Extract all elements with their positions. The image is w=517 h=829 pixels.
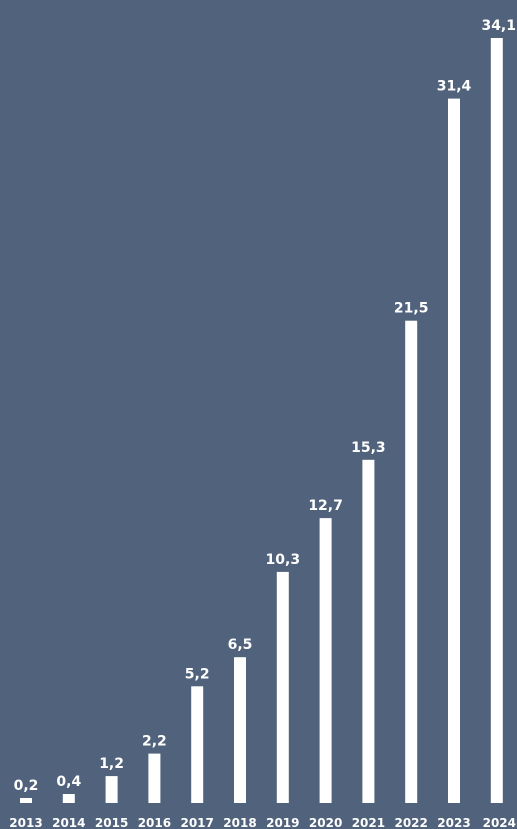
year-label-2019: 2019 [266, 816, 299, 829]
bar-2016 [148, 753, 161, 803]
value-label-2023: 31,4 [437, 79, 472, 95]
value-label-2021: 15,3 [351, 440, 386, 456]
value-label-2017: 5,2 [185, 666, 210, 682]
value-label-2022: 21,5 [394, 301, 429, 317]
value-label-2013: 0,2 [14, 778, 39, 794]
value-label-2014: 0,4 [56, 774, 81, 790]
year-label-2023: 2023 [437, 816, 470, 829]
bar-2014 [62, 794, 75, 803]
bar-2019 [276, 571, 289, 803]
bar-2015 [105, 776, 118, 803]
year-label-2014: 2014 [52, 816, 85, 829]
year-label-2016: 2016 [138, 816, 171, 829]
value-label-2018: 6,5 [228, 637, 253, 653]
year-label-2022: 2022 [394, 816, 427, 829]
bar-2013 [20, 798, 32, 803]
year-label-2018: 2018 [223, 816, 256, 829]
value-label-2020: 12,7 [308, 498, 343, 514]
year-label-2015: 2015 [95, 816, 128, 829]
value-label-2019: 10,3 [266, 552, 301, 568]
value-label-2016: 2,2 [142, 734, 167, 750]
year-label-2013: 2013 [9, 816, 42, 829]
year-label-2020: 2020 [309, 816, 342, 829]
bar-2018 [234, 657, 246, 803]
bar-2023 [448, 98, 460, 804]
bar-2017 [191, 686, 204, 803]
bar-2022 [405, 320, 418, 803]
year-label-2017: 2017 [180, 816, 213, 829]
value-label-2024: 34,1 [481, 18, 516, 34]
bar-2020 [319, 518, 332, 803]
value-label-2015: 1,2 [99, 756, 124, 772]
year-label-2024: 2024 [483, 816, 516, 829]
year-label-2021: 2021 [352, 816, 385, 829]
bar-2021 [362, 459, 375, 803]
bar-2024 [490, 38, 503, 803]
